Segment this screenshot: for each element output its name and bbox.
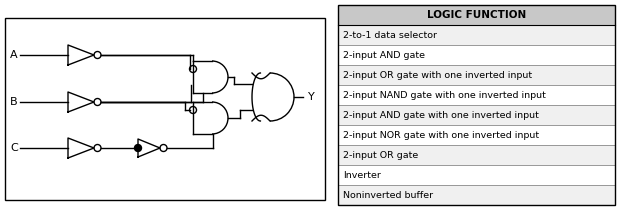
Bar — [338, 185, 615, 205]
Text: 2-input NAND gate with one inverted input: 2-input NAND gate with one inverted inpu… — [343, 91, 546, 100]
Text: B: B — [10, 97, 17, 107]
Bar — [338, 5, 615, 25]
Circle shape — [135, 144, 141, 151]
Text: 2-input NOR gate with one inverted input: 2-input NOR gate with one inverted input — [343, 130, 539, 139]
Bar — [338, 25, 615, 45]
Text: 2-input AND gate with one inverted input: 2-input AND gate with one inverted input — [343, 110, 539, 119]
Bar — [338, 105, 615, 125]
Text: 2-input OR gate with one inverted input: 2-input OR gate with one inverted input — [343, 71, 532, 80]
Text: LOGIC FUNCTION: LOGIC FUNCTION — [427, 10, 526, 20]
Text: C: C — [10, 143, 18, 153]
Bar — [338, 65, 615, 85]
Text: Y: Y — [308, 92, 315, 102]
Bar — [338, 145, 615, 165]
Bar — [338, 45, 615, 65]
Text: A: A — [10, 50, 17, 60]
Text: Noninverted buffer: Noninverted buffer — [343, 190, 433, 199]
Bar — [338, 165, 615, 185]
Bar — [5, 18, 325, 200]
Bar — [338, 5, 615, 205]
Text: 2-to-1 data selector: 2-to-1 data selector — [343, 30, 437, 39]
Bar — [338, 85, 615, 105]
Bar — [338, 125, 615, 145]
Text: 2-input OR gate: 2-input OR gate — [343, 151, 418, 160]
Text: Inverter: Inverter — [343, 171, 381, 180]
Text: 2-input AND gate: 2-input AND gate — [343, 50, 425, 59]
